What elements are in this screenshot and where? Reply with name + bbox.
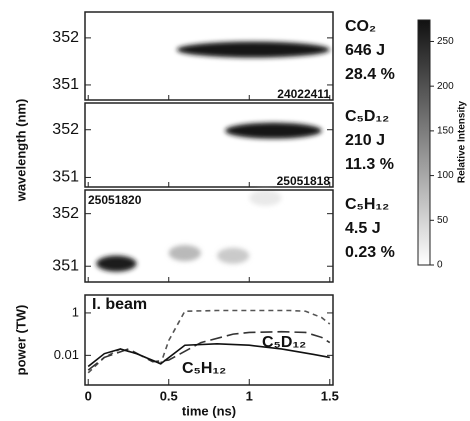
plot-frame [84,11,334,101]
colorbar-tick-label: 50 [437,215,449,226]
shot-id: 24022411 [277,87,330,101]
y-axis-title: power (TW) [13,305,28,376]
colorbar-title: Relative Intensity [457,100,468,183]
colorbar-tick-label: 0 [437,260,443,271]
side-label: 210 J [345,132,385,149]
x-tick-label: 1.5 [321,388,339,403]
plot-frame [84,294,334,386]
shot-id: 25051818 [277,174,331,188]
spectral-spot [225,122,322,139]
x-tick-label: 0.5 [160,388,178,403]
y-tick-label: 1 [72,304,79,319]
side-label: CO₂ [345,18,376,35]
plot-frame [84,189,334,283]
spectral-spot [249,189,282,206]
y-tick-label: 352 [52,121,79,138]
y-tick-label: 351 [52,169,79,186]
series-label: C₅H₁₂ [182,360,226,377]
spectral-spot [176,41,330,58]
y-tick-label: 352 [52,29,79,46]
plot-frame [84,102,334,188]
side-label: 4.5 J [345,220,381,237]
colorbar [417,19,431,266]
shot-id: 25051820 [88,193,142,207]
series-label: C₅D₁₂ [262,334,306,351]
x-axis-title: time (ns) [182,403,236,418]
side-label: C₅H₁₂ [345,196,389,213]
side-label: 11.3 % [345,156,394,173]
side-label: 646 J [345,42,385,59]
colorbar-tick-label: 250 [437,36,454,47]
series-label: I. beam [92,296,147,313]
colorbar-tick-label: 150 [437,126,454,137]
colorbar-tick-label: 200 [437,81,454,92]
side-label: C₅D₁₂ [345,108,389,125]
y-tick-label: 351 [52,257,79,274]
y-tick-label: 0.01 [54,347,79,362]
x-tick-label: 0 [85,388,92,403]
y-tick-label: 352 [52,205,79,222]
y-axis-title: wavelength (nm) [13,99,28,203]
x-tick-label: 1 [246,388,253,403]
spectral-spot [96,255,137,272]
spectral-spot [168,245,201,262]
spectral-spot [217,247,250,264]
series-line [87,343,330,368]
side-label: 28.4 % [345,66,395,83]
y-tick-label: 351 [52,76,79,93]
side-label: 0.23 % [345,244,395,261]
colorbar-tick-label: 100 [437,170,454,181]
